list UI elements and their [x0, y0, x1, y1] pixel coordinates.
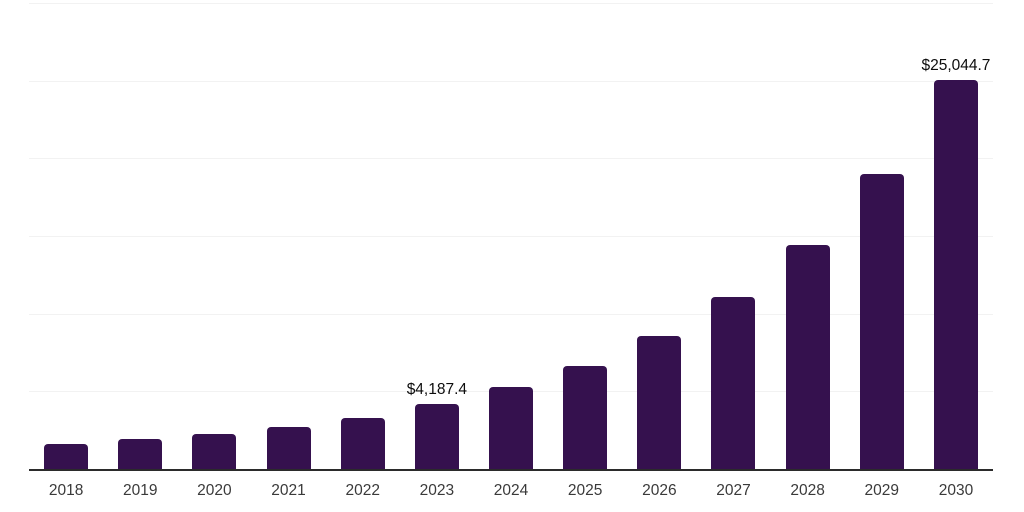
- bar-band-2020: [177, 3, 251, 469]
- bar-band-2029: [845, 3, 919, 469]
- bar-series: $4,187.4 $25,044.7: [29, 3, 993, 469]
- bar-band-2022: [326, 3, 400, 469]
- bar-2029: [859, 173, 904, 469]
- bar-2024: [489, 387, 534, 469]
- bar-2026: [637, 336, 682, 469]
- bar-2019: [118, 438, 163, 469]
- x-axis-label-2025: 2025: [567, 482, 603, 499]
- bar-2018: [44, 444, 89, 469]
- x-axis-label-2028: 2028: [790, 482, 825, 499]
- x-axis-label-2026: 2026: [642, 482, 677, 499]
- x-axis-label-2029: 2029: [864, 482, 900, 499]
- bar-band-2026: [622, 3, 696, 469]
- x-axis: 2018 2019 2020 2021 2022 2023 2024 2025 2026 2027…: [29, 481, 993, 501]
- bar-2020: [192, 434, 237, 469]
- data-label-2023: $4,187.4: [406, 380, 468, 398]
- bar-2028: [785, 245, 830, 469]
- bar-band-2030: $25,044.7: [919, 3, 993, 469]
- x-axis-line: [29, 469, 993, 471]
- gridline-15000: [29, 236, 993, 237]
- x-axis-label-2018: 2018: [48, 482, 84, 499]
- gridline-10000: [29, 313, 993, 315]
- bar-band-2018: [29, 3, 103, 469]
- x-axis-label-2022: 2022: [345, 482, 380, 499]
- x-axis-label-2030: 2030: [938, 482, 974, 499]
- gridline-25000: [29, 80, 993, 82]
- x-axis-label-2024: 2024: [493, 482, 529, 499]
- data-label-2030: $25,044.7: [921, 56, 991, 74]
- x-axis-label-2023: 2023: [419, 482, 455, 499]
- bar-2025: [563, 366, 608, 469]
- bar-band-2025: [548, 3, 622, 469]
- bar-band-2023: $4,187.4: [400, 3, 474, 469]
- gridline-30000: [29, 3, 993, 4]
- gridline-20000: [29, 158, 993, 160]
- bar-band-2019: [103, 3, 177, 469]
- bar-2027: [711, 297, 756, 469]
- plot-area: $4,187.4 $25,044.7: [29, 3, 993, 471]
- x-axis-label-2019: 2019: [122, 482, 158, 499]
- bar-band-2028: [771, 3, 845, 469]
- bar-2022: [340, 417, 385, 469]
- bar-2021: [266, 427, 311, 469]
- bar-band-2027: [696, 3, 770, 469]
- x-axis-label-2021: 2021: [271, 482, 306, 499]
- bar-band-2021: [251, 3, 325, 469]
- x-axis-label-2027: 2027: [716, 482, 751, 499]
- x-axis-label-2020: 2020: [197, 482, 232, 499]
- bar-band-2024: [474, 3, 548, 469]
- bar-2023: [414, 403, 459, 469]
- bar-2030: [933, 79, 978, 469]
